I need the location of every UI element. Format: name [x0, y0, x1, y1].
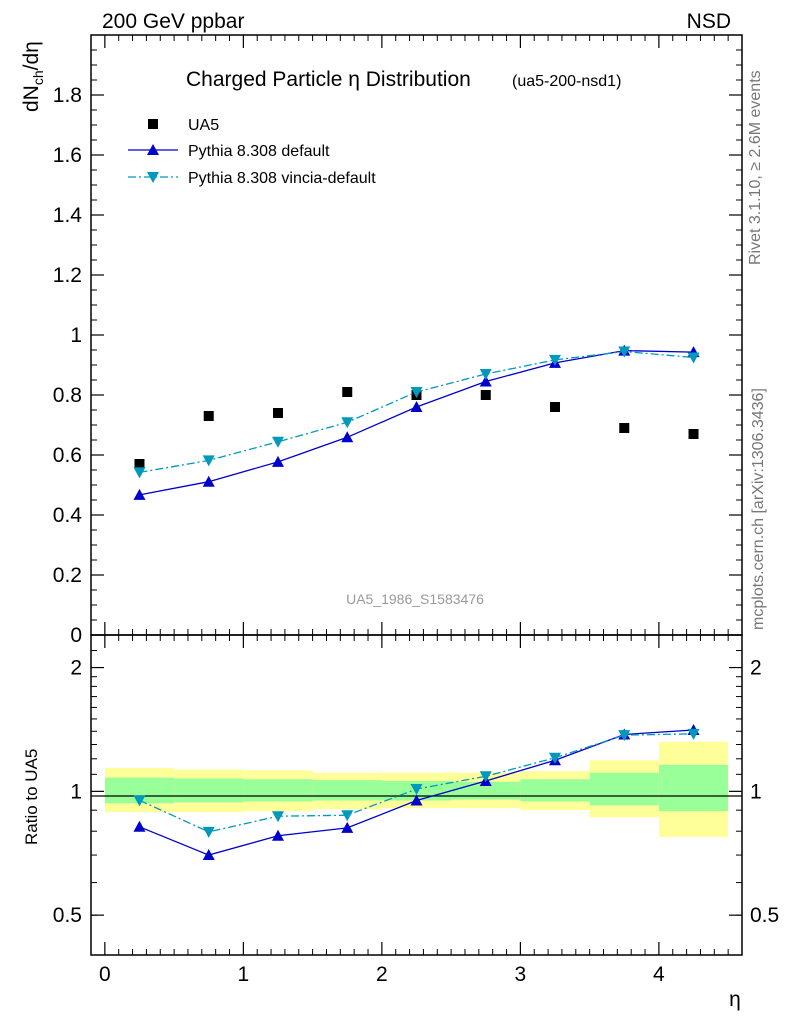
ratio-panel: 0.5 0.5 1 1 2 2 0 1 2 3 4 Ratio to UA5 η — [22, 634, 779, 1011]
ratio-x-tick-label: 4 — [653, 963, 665, 986]
ratio-y-tick-label-left: 0.5 — [53, 904, 82, 927]
main-y-tick-label: 1.2 — [53, 264, 82, 287]
main-data-point — [688, 429, 699, 439]
ratio-x-tick-label: 1 — [238, 963, 250, 986]
legend: UA5 Pythia 8.308 default Pythia 8.308 vinc… — [128, 117, 376, 187]
ratio-data-point — [618, 730, 631, 742]
main-data-point — [479, 369, 492, 380]
main-y-tick-label: 0.2 — [53, 564, 82, 587]
legend-label: Pythia 8.308 vincia-default — [188, 170, 376, 187]
main-data-point — [202, 455, 215, 467]
ratio-data-point — [271, 829, 284, 841]
main-y-tick-label: 1.4 — [53, 204, 83, 227]
ratio-data-point — [133, 795, 146, 807]
main-data-point — [479, 375, 492, 387]
mcplots-side-label: mcplots.cern.ch [arXiv:1306.3436] — [750, 388, 767, 630]
main-data-point — [134, 459, 145, 469]
ratio-x-tick-label: 2 — [376, 963, 388, 986]
main-data-point — [480, 390, 491, 400]
ratio-inner-band — [243, 779, 313, 802]
ratio-y-tick-label-left: 1 — [70, 780, 82, 803]
ratio-x-tick-label: 0 — [99, 963, 111, 986]
ratio-x-tick-label: 3 — [515, 963, 527, 986]
ratio-inner-band — [589, 772, 659, 806]
main-y-tick-label: 0.8 — [53, 384, 82, 407]
main-data-point — [133, 488, 146, 500]
ratio-data-point — [133, 820, 146, 832]
ratio-data-point — [341, 810, 354, 822]
main-ylabel: dNch/dη — [20, 41, 46, 112]
main-data-point — [619, 423, 630, 433]
main-title: Charged Particle η Distribution — [186, 68, 471, 91]
main-data-point — [341, 431, 354, 443]
main-data-point — [271, 455, 284, 467]
ratio-data-point — [202, 826, 215, 838]
ratio-y-tick-label-left: 2 — [70, 657, 82, 680]
main-data-point — [687, 352, 700, 364]
main-data-point — [342, 387, 353, 397]
ratio-inner-band — [520, 779, 590, 802]
ratio-series-group — [133, 723, 700, 861]
ratio-y-tick-label-right: 0.5 — [750, 904, 779, 927]
main-data-point — [133, 467, 146, 479]
header-left-label: 200 GeV ppbar — [102, 10, 244, 33]
main-data-point — [341, 417, 354, 429]
ratio-data-point — [341, 821, 354, 833]
ratio-data-point — [410, 794, 423, 806]
ratio-y-tick-label-right: 2 — [750, 657, 762, 680]
main-data-point — [202, 475, 215, 487]
main-data-point — [271, 436, 284, 448]
main-data-point — [549, 354, 562, 366]
legend-marker — [148, 119, 158, 129]
main-data-point — [410, 401, 423, 412]
main-data-point — [272, 408, 283, 418]
main-y-tick-label: 1 — [70, 324, 82, 347]
main-subtitle: (ua5-200-nsd1) — [512, 73, 621, 90]
main-y-tick-label: 0.6 — [53, 444, 82, 467]
main-series-group — [133, 344, 700, 500]
main-series-line — [139, 349, 694, 496]
legend-marker — [147, 172, 159, 183]
main-y-tick-label: 1.8 — [53, 84, 82, 107]
ratio-data-point — [687, 728, 700, 740]
ratio-inner-band — [312, 780, 382, 801]
header-right-label: NSD — [687, 10, 731, 33]
legend-label: Pythia 8.308 default — [188, 143, 330, 160]
ratio-ylabel: Ratio to UA5 — [22, 749, 41, 845]
x-axis-label: η — [729, 988, 741, 1011]
ratio-ticks: 0.5 0.5 1 1 2 2 0 1 2 3 4 — [53, 635, 779, 986]
ratio-data-point — [271, 811, 284, 823]
main-data-point — [550, 402, 561, 412]
ratio-data-point — [549, 752, 562, 764]
ratio-inner-band — [658, 764, 729, 812]
ratio-data-point — [479, 771, 492, 783]
ratio-y-tick-label-right: 1 — [750, 780, 762, 803]
ratio-inner-band — [174, 778, 244, 803]
main-y-tick-label: 1.6 — [53, 144, 82, 167]
main-panel: 0 0.2 0.4 0.6 0.8 1 1.2 1.4 1.6 1.8 Charged Parti… — [20, 34, 743, 647]
legend-marker — [147, 144, 159, 155]
main-y-tick-label: 0 — [70, 624, 82, 647]
main-y-tick-label: 0.4 — [53, 504, 83, 527]
main-data-point — [203, 411, 214, 421]
main-data-point — [618, 346, 631, 358]
watermark: UA5_1986_S1583476 — [346, 591, 484, 607]
legend-label: UA5 — [188, 117, 219, 134]
ratio-data-point — [202, 849, 215, 861]
main-ticks: 0 0.2 0.4 0.6 0.8 1 1.2 1.4 1.6 1.8 — [53, 35, 742, 647]
main-data-point — [410, 387, 423, 398]
ratio-plot-frame — [90, 634, 743, 956]
rivet-side-label: Rivet 3.1.10, ≥ 2.6M events — [747, 70, 764, 265]
ratio-data-point — [410, 784, 423, 796]
